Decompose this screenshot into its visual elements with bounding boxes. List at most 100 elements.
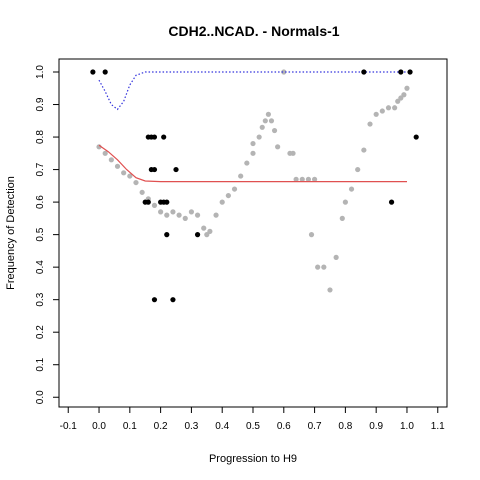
y-tick-label: 0.4 — [35, 260, 46, 274]
smoothed-point — [238, 173, 244, 179]
smoothed-point — [355, 166, 361, 173]
smoothed-point — [225, 192, 231, 199]
y-tick-label: 0.5 — [35, 227, 46, 241]
smoothed-point — [219, 199, 225, 205]
smoothed-point — [176, 212, 182, 218]
smoothed-point — [373, 111, 379, 117]
smoothed-point — [139, 189, 145, 195]
x-tick-label: 0.4 — [215, 421, 229, 432]
smoothed-point — [114, 163, 121, 169]
x-tick-label: 0.8 — [338, 421, 352, 432]
smoothed-point — [348, 186, 355, 192]
y-tick-label: 0.3 — [35, 292, 46, 306]
smoothed-point — [268, 118, 275, 124]
smoothed-point — [121, 170, 127, 176]
smoothed-point — [342, 199, 348, 205]
smoothed-point — [244, 160, 250, 166]
observed-point — [164, 232, 170, 238]
smoothed-point — [290, 150, 296, 156]
smoothed-point — [213, 212, 219, 218]
x-tick-label: 0.2 — [154, 421, 168, 432]
smoothed-point — [158, 209, 164, 215]
y-tick-label: 0.1 — [35, 357, 46, 371]
observed-point — [161, 134, 167, 140]
smoothed-point — [311, 176, 318, 182]
smoothed-point — [367, 121, 373, 127]
observed-point — [170, 297, 176, 303]
x-tick-label: 0.9 — [369, 421, 383, 432]
y-tick-label: 1.0 — [35, 65, 46, 79]
smoothed-point — [127, 173, 133, 179]
observed-point — [194, 232, 201, 238]
smoothed-point — [102, 150, 108, 156]
smoothed-point — [305, 176, 312, 182]
chart-title: CDH2..NCAD. - Normals-1 — [168, 23, 339, 39]
observed-point — [407, 69, 413, 75]
x-tick-label: 0.3 — [184, 421, 198, 432]
smoothed-point — [250, 150, 256, 156]
x-axis-label: Progression to H9 — [209, 453, 297, 465]
smoothed-point — [315, 264, 321, 270]
smoothed-point — [182, 215, 188, 221]
smoothed-point — [256, 134, 262, 140]
smoothed-point — [327, 287, 333, 293]
observed-point — [388, 199, 395, 205]
smoothed-point — [321, 264, 327, 270]
smoothed-point — [379, 108, 385, 114]
smoothed-point — [194, 212, 201, 218]
x-tick-label: 0.1 — [123, 421, 137, 432]
x-tick-label: -0.1 — [60, 421, 78, 432]
smoothed-point — [401, 92, 407, 98]
x-tick-label: 0.5 — [246, 421, 260, 432]
smoothed-point — [395, 98, 401, 104]
smoothed-point — [250, 140, 256, 147]
smoothed-point — [133, 179, 139, 186]
smoothed-point — [170, 209, 176, 215]
smoothed-point — [262, 118, 268, 124]
observed-point — [151, 297, 158, 303]
smoothed-point — [151, 202, 158, 208]
smoothed-point — [275, 144, 281, 150]
y-tick-label: 0.9 — [35, 97, 46, 111]
y-tick-label: 0.6 — [35, 195, 46, 209]
x-tick-label: 1.0 — [400, 421, 414, 432]
smoothed-point — [308, 232, 315, 238]
smoothed-point — [207, 228, 213, 234]
smoothed-point — [281, 69, 287, 75]
smoothed-point — [188, 209, 195, 215]
observed-point — [413, 134, 419, 140]
y-tick-label: 0.0 — [35, 390, 46, 404]
smoothed-point — [204, 232, 210, 238]
observed-point — [173, 166, 179, 173]
x-tick-label: 0.6 — [277, 421, 291, 432]
smoothed-point — [385, 105, 392, 111]
y-axis-label: Frequency of Detection — [5, 176, 17, 290]
smoothed-point — [404, 85, 410, 91]
observed-point — [90, 69, 96, 75]
x-tick-label: 0.0 — [92, 421, 106, 432]
smoothed-point — [392, 105, 398, 111]
y-tick-label: 0.7 — [35, 162, 46, 176]
y-tick-label: 0.2 — [35, 325, 46, 339]
observed-point — [398, 69, 404, 75]
x-tick-label: 1.1 — [431, 421, 445, 432]
smoothed-point — [293, 176, 299, 182]
smoothed-point — [333, 254, 339, 260]
fit-line — [98, 144, 407, 183]
smoothed-point — [398, 95, 404, 101]
smoothed-point — [265, 111, 271, 117]
observed-point — [102, 69, 108, 75]
smoothed-point — [108, 157, 114, 163]
smoothed-point — [231, 186, 238, 192]
smoothed-point — [201, 225, 207, 231]
x-tick-label: 0.7 — [308, 421, 322, 432]
y-tick-label: 0.8 — [35, 130, 46, 144]
observed-point — [145, 199, 151, 205]
observed-point — [151, 166, 158, 173]
observed-point — [151, 134, 158, 140]
observed-point — [361, 69, 367, 75]
smoothed-point — [164, 212, 170, 218]
observed-point — [164, 199, 170, 205]
smoothed-point — [271, 127, 278, 134]
